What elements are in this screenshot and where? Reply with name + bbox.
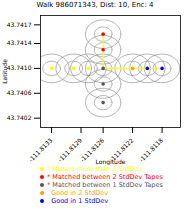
svg-text:-111.8122: -111.8122 xyxy=(107,136,135,164)
svg-text:43.7410: 43.7410 xyxy=(7,64,32,71)
html-text:Good in 2 StdDev: Good in 2 StdDev xyxy=(47,189,109,197)
html-text:* Matched between 2 StdDev Tap: * Matched between 2 StdDev Tapes xyxy=(47,173,163,181)
svg-text:-111.8126: -111.8126 xyxy=(78,136,106,164)
html-text:Walk 986071343, Dist: 10, Enc:: Walk 986071343, Dist: 10, Enc: 4 xyxy=(36,1,154,9)
svg-text:-111.8118: -111.8118 xyxy=(137,136,164,163)
svg-text:-111.8133: -111.8133 xyxy=(27,136,54,163)
svg-text:Longitude: Longitude xyxy=(96,158,126,166)
svg-text:-111.8129: -111.8129 xyxy=(56,136,84,164)
html-text:Good in 1 StdDev: Good in 1 StdDev xyxy=(47,197,109,205)
svg-text:43.7417: 43.7417 xyxy=(7,21,32,28)
svg-text:43.7406: 43.7406 xyxy=(7,89,32,96)
html-text:* Matched between 1 StdDev Tap: * Matched between 1 StdDev Tapes xyxy=(47,181,163,189)
svg-text:43.7414: 43.7414 xyxy=(7,39,32,46)
svg-text:43.7402: 43.7402 xyxy=(7,114,32,121)
html-text:* Missed more than 2 StdDev: * Missed more than 2 StdDev xyxy=(47,165,143,173)
svg-text:Latitude: Latitude xyxy=(1,59,8,84)
